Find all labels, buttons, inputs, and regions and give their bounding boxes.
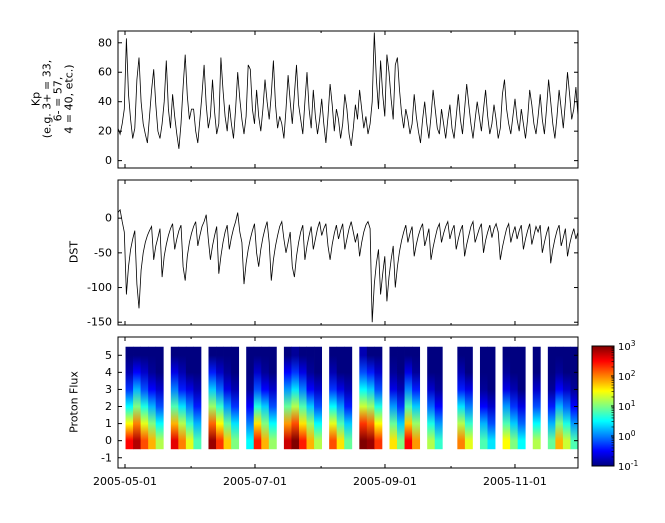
heatmap-column <box>479 346 488 450</box>
heatmap-column <box>193 346 202 450</box>
heatmap-column <box>344 346 353 450</box>
heatmap-column <box>246 346 255 450</box>
heatmap-column <box>412 346 421 450</box>
axes-frame <box>117 336 579 469</box>
heatmap-column <box>404 346 413 450</box>
colorbar: 103 102 101 100 10-1 <box>591 339 638 473</box>
colorbar-tick-label: 101 <box>618 399 636 413</box>
x-tick-label: 2005-09-01 <box>353 475 417 488</box>
colorbar-tick-label: 103 <box>618 339 636 353</box>
heatmap-column <box>314 346 323 450</box>
colorbar-tick-label: 10-1 <box>618 459 638 473</box>
heatmap-column <box>427 346 436 450</box>
kp-axis-label-line4: 4 = 40, etc.) <box>62 64 76 134</box>
heatmap-column <box>457 346 466 450</box>
x-axis-date-labels: 2005-05-01 2005-07-01 2005-09-01 2005-11-01 <box>93 475 547 488</box>
heatmap-column <box>148 346 157 450</box>
heatmap-column <box>283 346 292 450</box>
y-tick-label: 40 <box>98 95 112 108</box>
y-tick-label: 5 <box>105 349 112 362</box>
heatmap-column <box>532 346 541 450</box>
heatmap-column <box>268 346 277 450</box>
heatmap-column <box>133 346 142 450</box>
heatmap-column <box>170 346 179 450</box>
heatmap-column <box>125 346 134 450</box>
x-tick-label: 2005-07-01 <box>223 475 287 488</box>
axes-frame <box>117 30 579 169</box>
y-tick-label: 3 <box>105 383 112 396</box>
x-tick-label: 2005-05-01 <box>93 475 157 488</box>
dst-index-trace <box>117 208 579 323</box>
y-tick-label: 2 <box>105 400 112 413</box>
heatmap-column <box>555 346 564 450</box>
heatmap-column <box>374 346 383 450</box>
heatmap-column <box>306 346 315 450</box>
axes-frame <box>117 179 579 326</box>
colorbar-tick-label: 100 <box>618 429 636 443</box>
heatmap-column <box>253 346 262 450</box>
heatmap-column <box>223 346 232 450</box>
y-tick-label: 0 <box>105 154 112 167</box>
y-tick-label: 0 <box>105 434 112 447</box>
heatmap-column <box>434 346 443 450</box>
heatmap-column <box>216 346 224 450</box>
heatmap-column <box>185 346 194 450</box>
heatmap-column <box>140 346 149 450</box>
heatmap-column <box>155 346 164 450</box>
proton-flux-axis-label: Proton Flux <box>67 371 81 433</box>
colorbar-tick-label: 102 <box>618 369 636 383</box>
dst-panel: 0 -50 -100 -150 <box>87 179 579 329</box>
x-tick-label: 2005-11-01 <box>483 475 547 488</box>
dst-axis-label: DST <box>67 240 81 264</box>
proton-flux-panel: -1 0 1 2 3 4 5 <box>101 336 579 469</box>
y-tick-label: 0 <box>105 212 112 225</box>
heatmap-column <box>487 346 496 450</box>
y-tick-label: 80 <box>98 36 112 49</box>
y-tick-label: 20 <box>98 125 112 138</box>
y-tick-label: 1 <box>105 417 112 430</box>
heatmap-column <box>562 346 571 450</box>
heatmap-column <box>366 346 375 450</box>
kp-index-trace <box>117 32 579 149</box>
heatmap-column <box>389 346 398 450</box>
heatmap-column <box>261 346 270 450</box>
y-tick-label: 4 <box>105 366 112 379</box>
heatmap-column <box>178 346 187 450</box>
y-tick-label: 60 <box>98 66 112 79</box>
heatmap-column <box>510 346 519 450</box>
heatmap-column <box>359 346 368 450</box>
heatmap-column <box>464 346 473 450</box>
y-tick-label: -150 <box>87 316 112 329</box>
heatmap-column <box>298 346 307 450</box>
heatmap-column <box>231 346 240 450</box>
y-tick-label: -50 <box>94 246 112 259</box>
y-tick-label: -100 <box>87 281 112 294</box>
heatmap-column <box>570 346 579 450</box>
kp-panel: 0 20 40 60 80 <box>98 30 579 169</box>
heatmap-column <box>291 346 300 450</box>
heatmap-column <box>397 346 405 450</box>
heatmap-column <box>547 346 556 450</box>
y-tick-label: -1 <box>101 451 112 464</box>
heatmap-column <box>336 346 345 450</box>
heatmap-column <box>208 346 217 450</box>
heatmap-column <box>329 346 338 450</box>
heatmap-column <box>502 346 511 450</box>
heatmap-column <box>517 346 526 450</box>
